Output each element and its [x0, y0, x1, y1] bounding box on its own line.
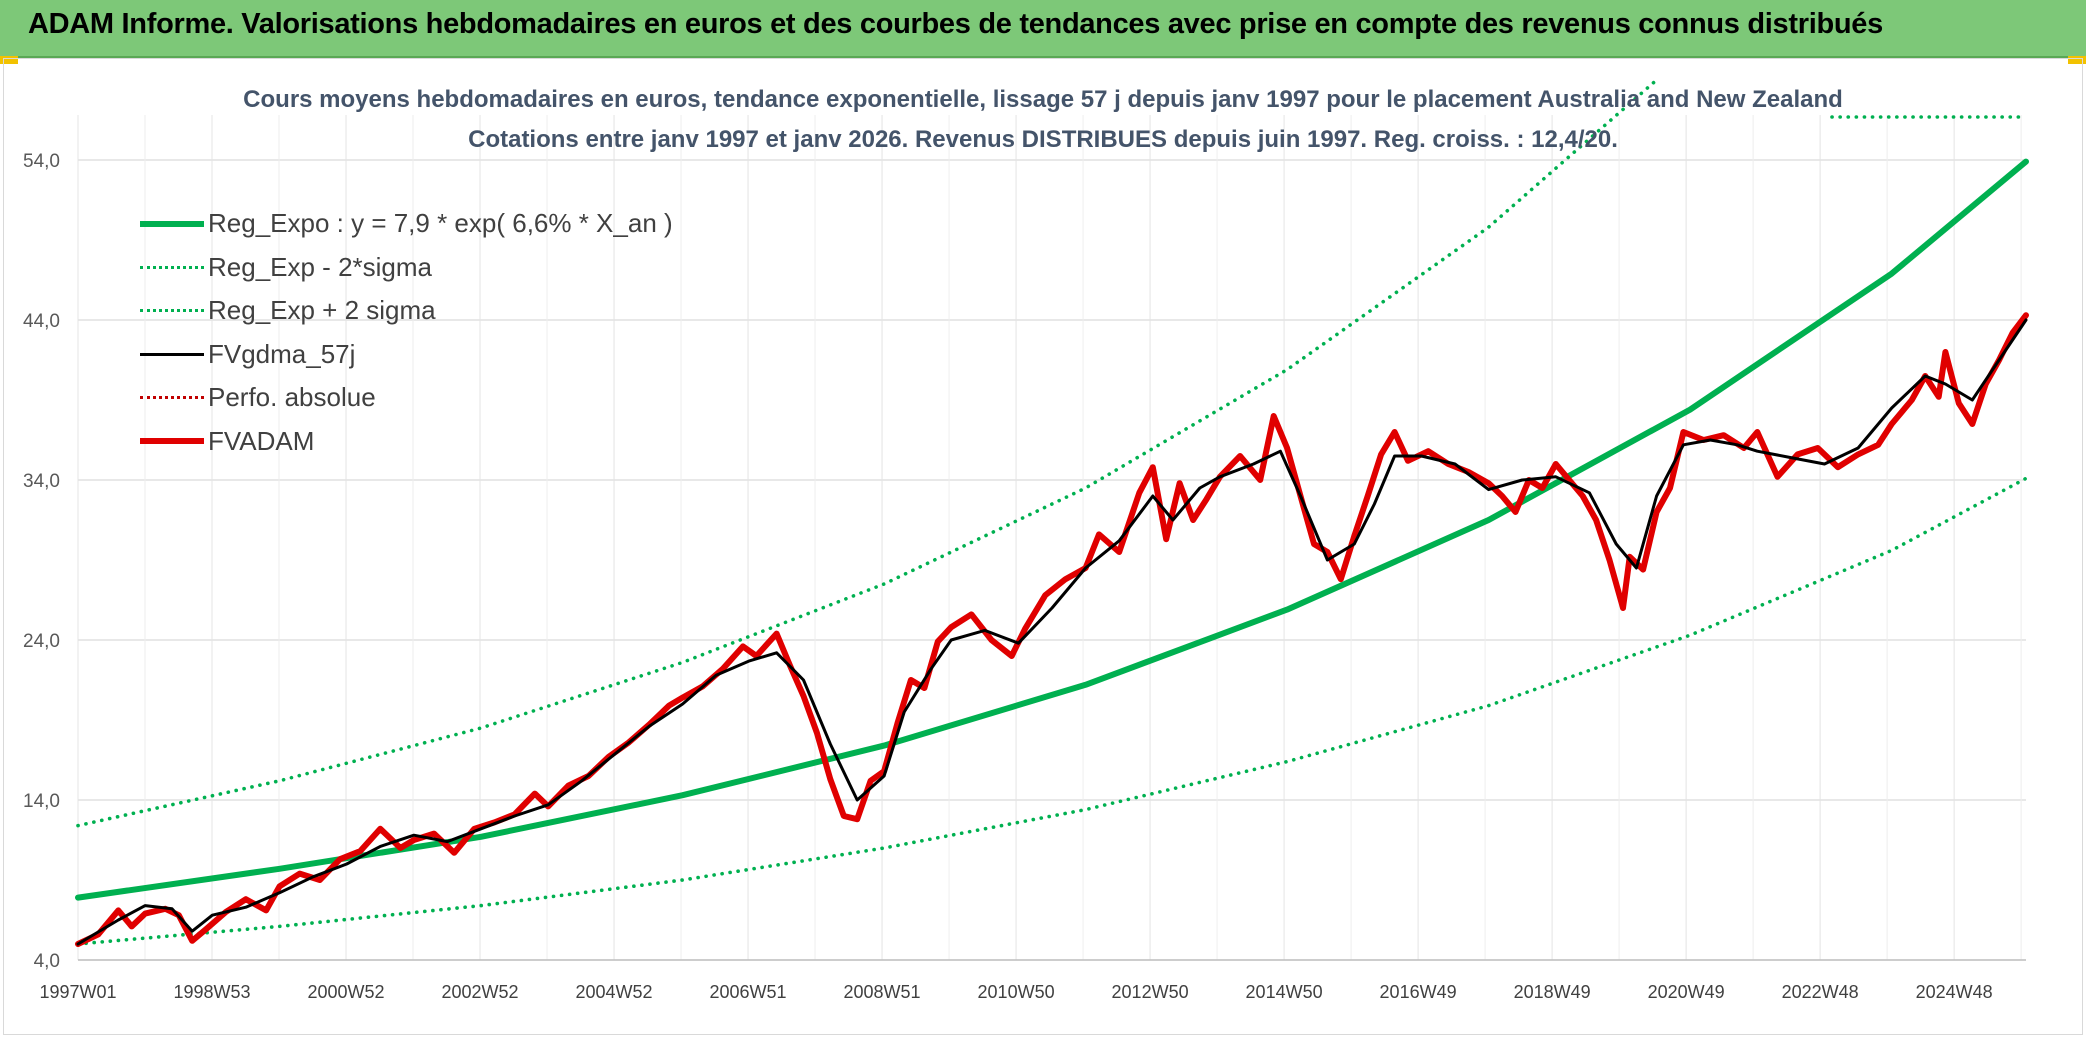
x-tick-label: 2018W49: [1514, 982, 1591, 1002]
legend-swatch: [140, 220, 204, 227]
legend-swatch: [140, 438, 204, 445]
legend-label: FVgdma_57j: [208, 338, 356, 369]
x-tick-label: 2014W50: [1246, 982, 1323, 1002]
legend-item: FVADAM: [140, 420, 673, 464]
x-tick-label: 2006W51: [710, 982, 787, 1002]
legend-label: Reg_Exp - 2*sigma: [208, 251, 432, 282]
y-tick-label: 4,0: [34, 951, 60, 972]
legend-swatch: [140, 265, 204, 269]
banner-title: ADAM Informe. Valorisations hebdomadaire…: [28, 8, 1883, 40]
x-tick-label: 2004W52: [576, 982, 653, 1002]
y-tick-label: 14,0: [23, 791, 60, 812]
y-tick-label: 54,0: [23, 151, 60, 172]
x-tick-label: 1998W53: [173, 982, 250, 1002]
legend-item: Perfo. absolue: [140, 376, 673, 420]
legend-item: Reg_Exp - 2*sigma: [140, 246, 673, 290]
x-tick-label: 2022W48: [1782, 982, 1859, 1002]
y-tick-label: 34,0: [23, 471, 60, 492]
series-line-1: [76, 476, 2028, 946]
legend-item: Reg_Expo : y = 7,9 * exp( 6,6% * X_an ): [140, 202, 673, 246]
banner-corner-right: [2068, 56, 2086, 64]
y-tick-label: 44,0: [23, 311, 60, 332]
legend-label: FVADAM: [208, 425, 315, 456]
legend-item: Reg_Exp + 2 sigma: [140, 289, 673, 333]
x-tick-label: 2020W49: [1648, 982, 1725, 1002]
x-tick-label: 2000W52: [307, 982, 384, 1002]
series-line-2: [76, 78, 1659, 828]
x-tick-label: 2016W49: [1380, 982, 1457, 1002]
grid-lines: [77, 115, 2026, 961]
series-line-3: [76, 318, 2028, 946]
series-line-0: [75, 158, 2029, 901]
x-tick-label: 1997W01: [39, 982, 116, 1002]
chart-subtitle: Cotations entre janv 1997 et janv 2026. …: [468, 126, 1618, 153]
chart-legend: Reg_Expo : y = 7,9 * exp( 6,6% * X_an ) R…: [140, 202, 673, 463]
x-tick-label: 2012W50: [1112, 982, 1189, 1002]
series-layer: [75, 78, 2029, 947]
legend-label: Reg_Exp + 2 sigma: [208, 295, 436, 326]
legend-label: Reg_Expo : y = 7,9 * exp( 6,6% * X_an ): [208, 208, 673, 239]
banner-corner-left: [0, 56, 18, 64]
legend-swatch: [140, 396, 204, 400]
axis-layer: 4,0 14,0 24,0 34,0 44,0 54,0 1997W01 1998W53 200…: [23, 151, 2026, 1002]
x-tick-label: 2010W50: [978, 982, 1055, 1002]
legend-label: Perfo. absolue: [208, 382, 376, 413]
legend-swatch: [140, 352, 204, 356]
legend-swatch: [140, 309, 204, 313]
x-tick-label: 2024W48: [1916, 982, 1993, 1002]
report-banner: ADAM Informe. Valorisations hebdomadaire…: [0, 0, 2086, 64]
chart-title: Cours moyens hebdomadaires en euros, ten…: [243, 86, 1843, 113]
chart-frame: [3, 58, 2083, 1035]
x-tick-label: 2008W51: [844, 982, 921, 1002]
legend-item: FVgdma_57j: [140, 333, 673, 377]
y-tick-label: 24,0: [23, 631, 60, 652]
x-tick-label: 2002W52: [441, 982, 518, 1002]
